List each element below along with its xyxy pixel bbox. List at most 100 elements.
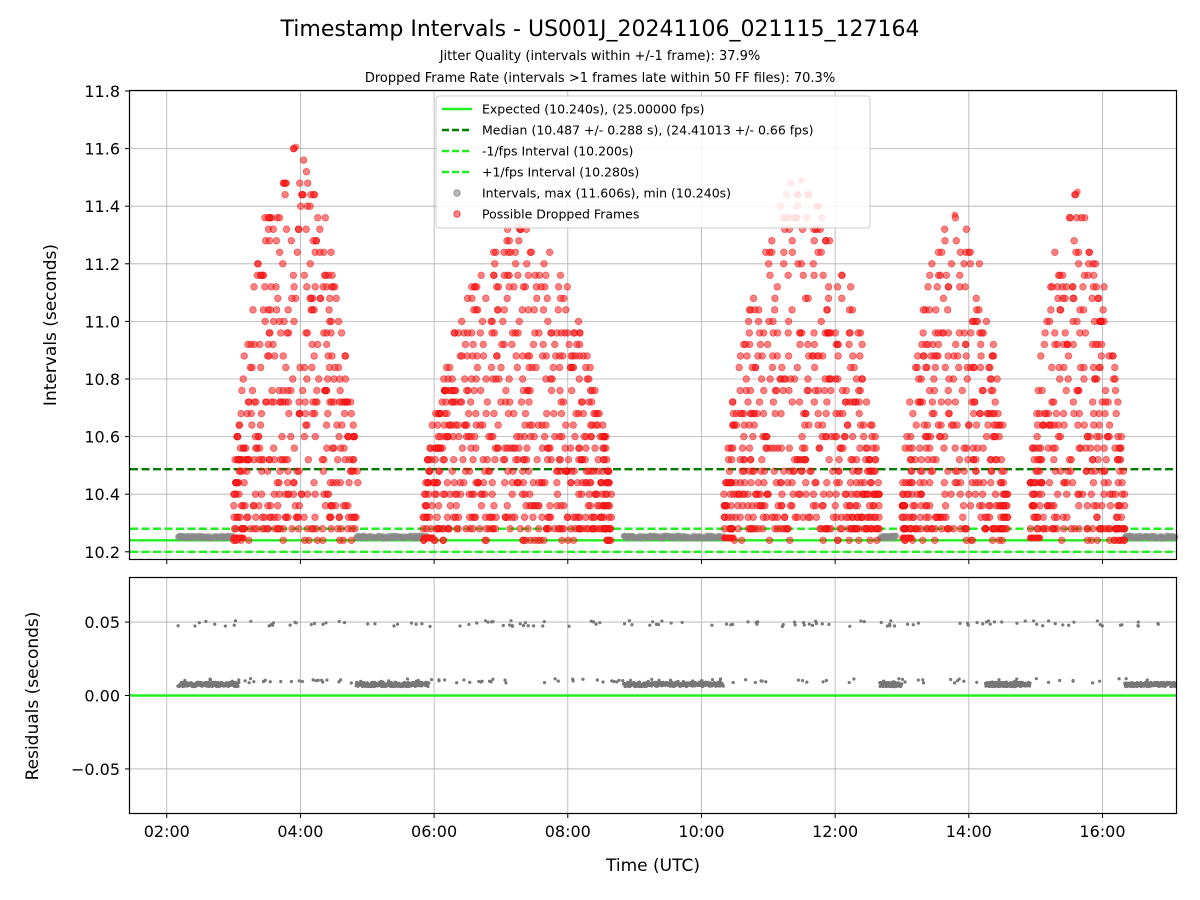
dropped-frame-point [458, 352, 466, 360]
dropped-frame-point [336, 536, 344, 544]
dropped-frame-point [482, 525, 491, 533]
dropped-frame-point [856, 352, 864, 360]
dropped-frame-point [819, 536, 827, 544]
dropped-frame-point [1063, 513, 1071, 521]
dropped-frame-point [859, 421, 868, 429]
top-plot-y-ticks: 10.2 10.4 10.6 10.8 11.0 11.2 11.4 11.6 11.8 [84, 82, 130, 562]
dropped-frame-point [573, 340, 581, 349]
dropped-frame-point [757, 375, 766, 383]
dropped-frame-point [771, 294, 779, 303]
dropped-frame-point [340, 409, 349, 418]
dropped-frame-point [944, 409, 953, 418]
dropped-frame-point [849, 352, 857, 360]
residual-point [288, 623, 292, 627]
dropped-frame-point [420, 490, 429, 498]
dropped-frame-point [454, 421, 462, 429]
residual-point [753, 680, 758, 685]
residual-point [965, 621, 970, 625]
residual-point [916, 678, 920, 682]
residual-point [1058, 678, 1062, 683]
dropped-frame-point [781, 513, 789, 521]
dropped-frame-point [841, 490, 849, 498]
dropped-frame-point [597, 478, 605, 487]
dropped-frame-point [814, 386, 823, 395]
dropped-frame-point [519, 536, 528, 544]
residual-point [424, 680, 428, 684]
residual-point [710, 623, 714, 627]
dropped-frame-point [832, 409, 840, 418]
dropped-frame-point [272, 306, 281, 314]
dropped-frame-point [472, 306, 480, 314]
dropped-frame-point [252, 444, 260, 452]
residual-point [810, 623, 815, 627]
dropped-frame-point [555, 352, 564, 360]
dropped-frame-point [920, 478, 928, 487]
dropped-frame-point [311, 283, 319, 291]
residual-point [724, 622, 729, 626]
dropped-frame-point [720, 502, 729, 510]
dropped-frame-point [773, 283, 781, 291]
dropped-frame-point [254, 260, 262, 268]
dropped-frame-point [941, 237, 949, 245]
dropped-frame-point [823, 306, 832, 314]
residual-point [297, 679, 301, 683]
dropped-frame-point [738, 444, 747, 452]
dropped-frame-point [784, 329, 792, 337]
dropped-frame-point [264, 214, 272, 222]
bottom-plot-y-label: Residuals (seconds) [23, 612, 43, 781]
residual-point [1098, 679, 1102, 683]
dropped-frame-point [311, 432, 320, 441]
dropped-frame-point [525, 352, 534, 360]
dropped-frame-point [539, 340, 547, 349]
dropped-frame-point [542, 375, 550, 383]
residual-point [437, 679, 441, 683]
dropped-frame-point [511, 248, 520, 256]
dropped-frame-point [1053, 490, 1062, 498]
residual-point [893, 680, 897, 684]
dropped-frame-point [742, 375, 750, 383]
dropped-frame-point [738, 467, 746, 475]
dropped-frame-point [523, 444, 531, 452]
residual-point [414, 679, 418, 683]
dropped-frame-point [745, 306, 754, 314]
dropped-frame-point [500, 306, 508, 314]
dropped-frame-point [939, 513, 948, 521]
dropped-frame-point [1062, 386, 1070, 395]
residual-points [176, 619, 1178, 689]
dropped-frame-point [476, 386, 485, 395]
dropped-frame-point [810, 363, 819, 372]
residual-point [999, 680, 1003, 685]
dropped-frame-point [868, 421, 876, 429]
dropped-frame-point [982, 432, 991, 441]
dropped-frame-point [855, 409, 863, 418]
residual-point [1145, 678, 1149, 682]
dropped-frame-point [1048, 525, 1056, 533]
dropped-frame-point [839, 409, 847, 418]
residual-point [661, 680, 665, 684]
dropped-frame-point [961, 340, 970, 349]
dropped-frame-point [809, 352, 817, 360]
dropped-frame-point [479, 352, 488, 360]
dropped-frame-point [540, 260, 548, 268]
dropped-frame-point [1093, 444, 1102, 452]
dropped-frame-point [557, 502, 565, 510]
dropped-frame-point [1064, 467, 1072, 475]
dropped-frame-point [239, 375, 247, 383]
dropped-frame-point [508, 340, 516, 349]
residual-point [193, 624, 197, 628]
dropped-frame-point [449, 398, 457, 406]
dropped-frame-point [1070, 237, 1078, 245]
dropped-frame-point [540, 432, 549, 441]
dropped-frame-point [998, 536, 1006, 544]
dropped-frame-point [473, 363, 482, 372]
dropped-frame-point [289, 271, 298, 280]
dropped-frame-point [989, 340, 998, 349]
residual-point [879, 620, 883, 625]
dropped-frame-point [1082, 467, 1091, 475]
dropped-frame-point [460, 478, 468, 487]
dropped-frame-point [497, 398, 505, 406]
dropped-frame-point [768, 352, 777, 360]
residual-point [237, 678, 241, 682]
dropped-frame-point [449, 455, 458, 464]
residual-point [1046, 619, 1051, 623]
